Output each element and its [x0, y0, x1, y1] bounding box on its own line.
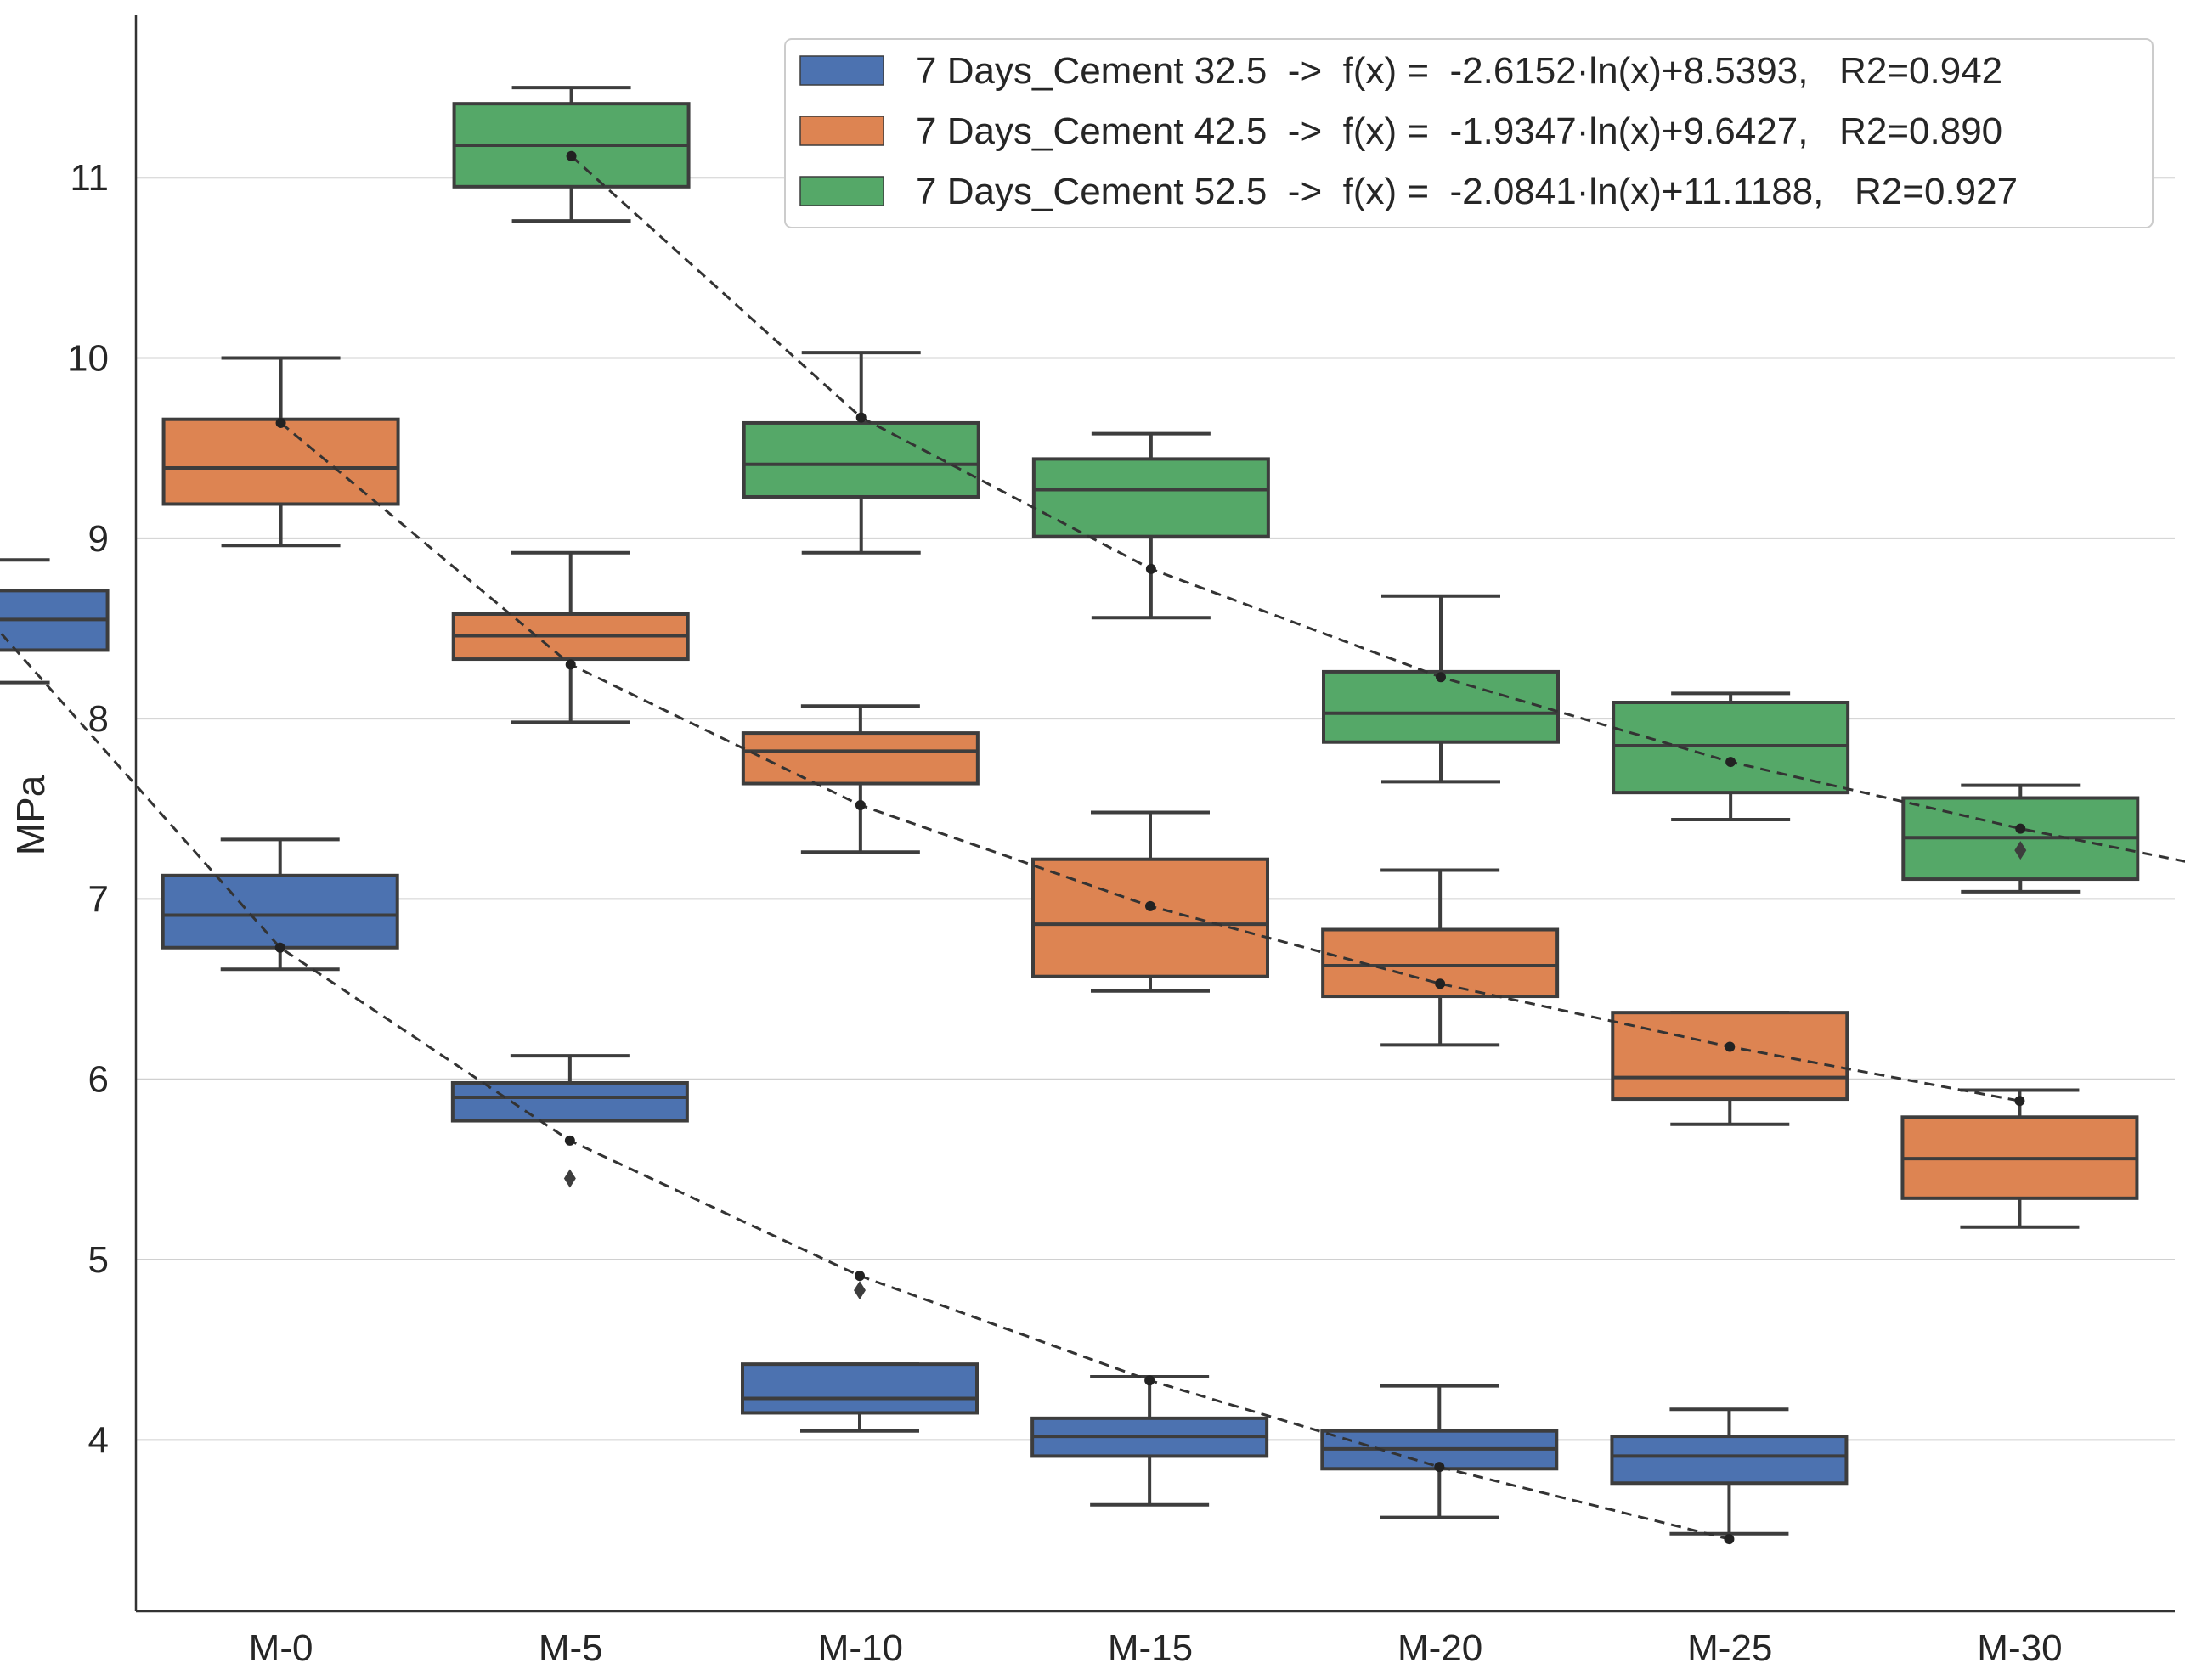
y-tick-label: 5: [88, 1239, 109, 1281]
x-tick-label: M-10: [818, 1627, 903, 1669]
x-tick-label: M-15: [1108, 1627, 1193, 1669]
legend-swatch-52-5: [799, 176, 884, 206]
trend-point: [1145, 563, 1156, 574]
box-body: [450, 1080, 689, 1123]
outlier-marker: [2014, 841, 2027, 860]
trend-point: [274, 942, 285, 953]
box-0-2: [450, 1054, 689, 1188]
trend-point: [1145, 900, 1155, 911]
box-0-5: [1320, 1384, 1559, 1519]
trend-point: [1435, 978, 1446, 989]
x-tick-label: M-30: [1977, 1627, 2062, 1669]
y-tick-label: 10: [67, 338, 109, 380]
trend-point: [1144, 1375, 1155, 1386]
box-2-2: [1031, 431, 1270, 620]
x-tick-label: M-20: [1397, 1627, 1482, 1669]
trend-point: [1725, 1041, 1736, 1052]
trend-point: [2015, 823, 2026, 834]
box-2-4: [1612, 691, 1850, 822]
box-1-5: [1611, 1011, 1849, 1126]
box-body: [742, 420, 980, 499]
box-body: [1612, 701, 1850, 795]
legend-label-52-5: 7 Days_Cement 52.5 -> f(x) = -2.0841·ln(…: [916, 171, 2018, 212]
y-tick-label: 8: [88, 698, 109, 740]
box-0-3: [741, 1281, 979, 1433]
trend-point: [275, 417, 286, 428]
box-0-4: [1030, 1375, 1269, 1507]
trend-lines: [0, 150, 2185, 1545]
x-tick-label: M-25: [1687, 1627, 1772, 1669]
box-0-1: [161, 837, 399, 972]
box-body: [741, 1362, 979, 1415]
box-body: [741, 731, 980, 786]
box-0-0: [0, 558, 110, 685]
legend: 7 Days_Cement 32.5 -> f(x) = -2.6152·ln(…: [784, 38, 2154, 228]
box-body: [1611, 1011, 1849, 1102]
box-0-6: [1610, 1407, 1849, 1536]
outlier-marker: [563, 1169, 576, 1188]
trend-point: [566, 150, 577, 161]
trend-point: [1725, 757, 1736, 768]
box-1-4: [1321, 868, 1560, 1047]
x-tick-label: M-5: [539, 1627, 603, 1669]
y-tick-label: 9: [88, 518, 109, 560]
outlier-marker: [854, 1281, 866, 1300]
box-body: [1610, 1435, 1849, 1486]
box-1-2: [741, 704, 980, 854]
trend-point: [564, 1135, 575, 1146]
y-tick-label: 6: [88, 1059, 109, 1101]
y-tick-label: 11: [70, 157, 109, 199]
box-body: [161, 873, 399, 950]
legend-swatch-42-5: [799, 116, 884, 146]
legend-swatch-32-5: [799, 55, 884, 86]
box-1-6: [1900, 1088, 2139, 1229]
legend-frame: [784, 38, 2154, 228]
axes: MPa: [8, 15, 2175, 1613]
x-tick-label: M-0: [249, 1627, 313, 1669]
box-2-3: [1322, 594, 1560, 784]
gridlines: [136, 177, 2175, 1441]
trend-point: [855, 412, 867, 423]
trend-point: [1436, 672, 1446, 683]
box-body: [1322, 669, 1560, 744]
trend-point: [565, 659, 576, 670]
trend-point: [855, 800, 866, 811]
y-axis-label: MPa: [8, 775, 53, 855]
box-series: [0, 86, 2140, 1536]
box-2-0: [452, 86, 691, 223]
box-1-1: [451, 550, 690, 724]
trend-point: [2014, 1096, 2025, 1107]
box-1-0: [161, 356, 400, 548]
legend-label-42-5: 7 Days_Cement 42.5 -> f(x) = -1.9347·ln(…: [916, 110, 2002, 152]
box-2-1: [742, 351, 980, 555]
trend-point: [1724, 1534, 1735, 1545]
legend-label-32-5: 7 Days_Cement 32.5 -> f(x) = -2.6152·ln(…: [916, 50, 2002, 92]
box-body: [1031, 457, 1270, 538]
y-tick-label: 7: [88, 878, 109, 920]
trend-point: [1434, 1462, 1445, 1473]
axis-ticks: 4 5 6 7 8 9 10 11 M-0 M-5 M-10 M-15 M-20 M-25 M-30: [67, 157, 2063, 1669]
box-2-5: [1901, 783, 2140, 894]
trend-point: [855, 1271, 865, 1282]
y-tick-label: 4: [88, 1419, 109, 1461]
